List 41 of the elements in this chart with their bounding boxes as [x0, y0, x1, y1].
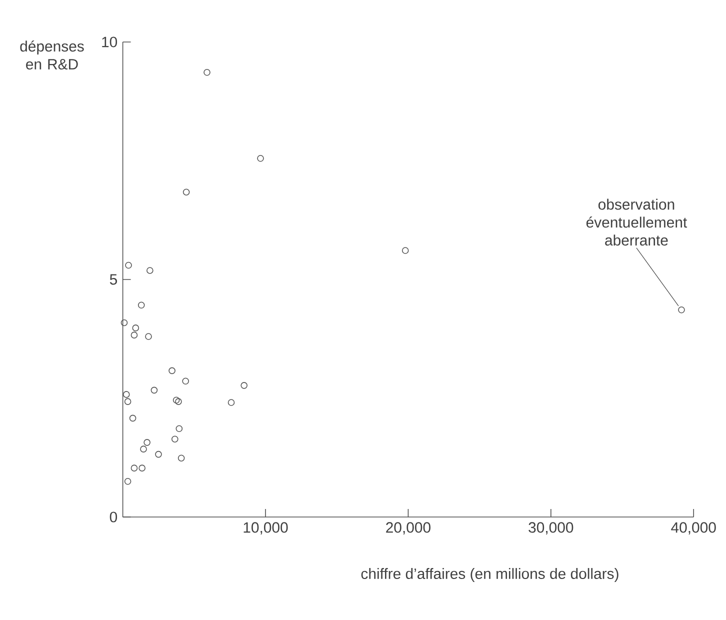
y-axis-title: dépenses en R&D — [20, 40, 84, 70]
point — [138, 464, 146, 472]
point — [130, 332, 138, 338]
annotation: observation éventuellement aberrante — [586, 198, 688, 246]
point — [150, 386, 158, 394]
point — [168, 367, 176, 374]
point — [155, 450, 162, 458]
point — [257, 154, 264, 162]
y-tick-label: 0 — [110, 512, 118, 522]
point — [228, 399, 235, 406]
point — [175, 398, 182, 405]
x-tick-label: 40,000 — [671, 522, 716, 535]
point — [124, 398, 132, 405]
point — [402, 247, 409, 254]
x-axis-title: chiffre d’affaires (en millions de dollars) — [361, 568, 618, 582]
x-tick-label: 30,000 — [528, 522, 574, 535]
point — [146, 267, 154, 274]
point — [171, 436, 178, 442]
point — [182, 188, 190, 196]
point — [172, 396, 180, 404]
point — [125, 262, 132, 269]
point — [138, 302, 145, 309]
point — [144, 439, 150, 446]
point — [178, 454, 185, 462]
point — [120, 319, 128, 326]
y-tick-label: 10 — [102, 36, 118, 48]
point — [132, 324, 140, 332]
point — [124, 478, 132, 485]
point — [182, 378, 189, 385]
point — [145, 333, 152, 340]
y-tick-label: 5 — [110, 274, 117, 285]
point — [129, 414, 136, 422]
point — [176, 425, 183, 432]
point — [140, 446, 147, 452]
x-tick-label: 20,000 — [386, 522, 430, 535]
point — [122, 391, 130, 398]
point — [678, 306, 685, 314]
point — [204, 68, 210, 76]
point — [240, 382, 248, 389]
x-tick-label: 10,000 — [244, 522, 288, 535]
point — [130, 464, 138, 472]
